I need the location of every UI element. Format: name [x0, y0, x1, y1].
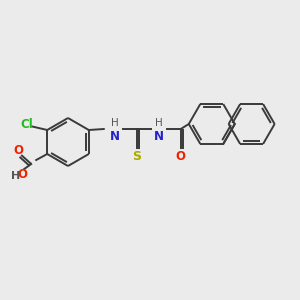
Text: Cl: Cl	[21, 118, 34, 130]
Text: N: N	[154, 130, 164, 143]
Text: H: H	[11, 171, 20, 181]
Text: O: O	[17, 169, 27, 182]
Text: S: S	[132, 149, 141, 163]
Text: H: H	[155, 118, 163, 128]
Text: H: H	[111, 118, 119, 128]
Text: O: O	[176, 149, 186, 163]
Text: O: O	[13, 143, 23, 157]
Text: N: N	[110, 130, 120, 143]
